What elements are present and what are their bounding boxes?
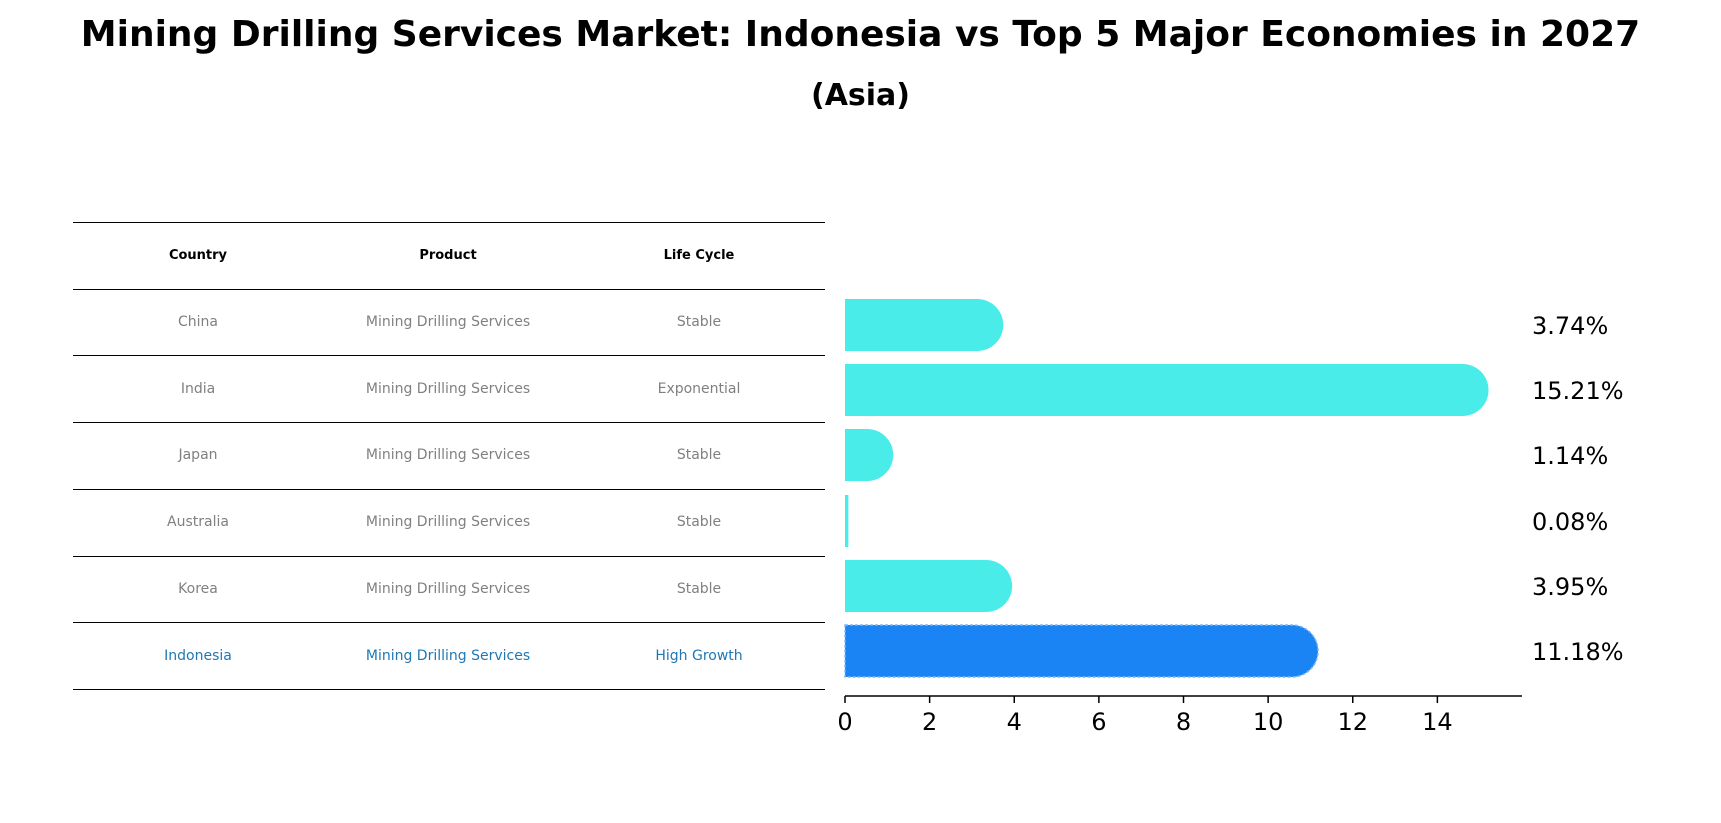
table-rule	[73, 355, 825, 357]
table-cell-country: Indonesia	[164, 647, 232, 664]
data-label-japan: 1.14%	[1532, 442, 1608, 470]
x-tick-label: 2	[922, 708, 937, 736]
table-cell-life-cycle: Stable	[676, 514, 722, 531]
table-cell-country: Australia	[167, 514, 229, 531]
table-cell-life-cycle: Exponential	[657, 380, 741, 397]
table-rule	[73, 488, 825, 490]
data-label-korea: 3.95%	[1532, 573, 1608, 601]
table-cell-life-cycle: Stable	[676, 314, 722, 331]
table-cell-country: Korea	[178, 580, 218, 597]
bar-japan	[845, 429, 894, 481]
x-tick-label: 8	[1176, 708, 1191, 736]
table-header-country: Country	[168, 247, 228, 263]
x-tick-label: 10	[1253, 708, 1284, 736]
x-tick-label: 6	[1091, 708, 1106, 736]
table-rule	[73, 688, 825, 690]
table-rule	[73, 422, 825, 424]
bar-australia	[845, 495, 849, 547]
table-rule	[73, 288, 825, 290]
chart-subtitle: (Asia)	[810, 78, 911, 113]
x-tick-label: 4	[1007, 708, 1022, 736]
table-rule	[73, 555, 825, 557]
table-cell-product: Mining Drilling Services	[365, 447, 531, 464]
data-label-china: 3.74%	[1532, 312, 1608, 340]
table-cell-country: China	[178, 314, 218, 331]
table-cell-life-cycle: Stable	[676, 580, 722, 597]
x-tick-label: 0	[837, 708, 852, 736]
table-rule	[73, 222, 825, 223]
table-cell-country: India	[180, 380, 216, 397]
table-cell-life-cycle: High Growth	[655, 647, 743, 664]
table-cell-country: Japan	[178, 447, 218, 464]
chart-title: Mining Drilling Services Market: Indones…	[80, 14, 1641, 55]
bar-india	[845, 364, 1489, 416]
table-cell-product: Mining Drilling Services	[365, 647, 531, 664]
data-label-australia: 0.08%	[1532, 508, 1608, 536]
x-tick-label: 14	[1422, 708, 1453, 736]
x-tick-label: 12	[1337, 708, 1368, 736]
table-cell-product: Mining Drilling Services	[365, 580, 531, 597]
bar-korea	[845, 560, 1013, 612]
data-label-indonesia: 11.18%	[1532, 638, 1624, 666]
table-cell-product: Mining Drilling Services	[365, 514, 531, 531]
bar-indonesia	[844, 624, 1319, 678]
table-header-life-cycle: Life Cycle	[663, 247, 735, 263]
table-cell-product: Mining Drilling Services	[365, 314, 531, 331]
table-cell-product: Mining Drilling Services	[365, 380, 531, 397]
table-rule	[73, 622, 825, 624]
table-header-product: Product	[419, 247, 477, 263]
bar-china	[845, 299, 1004, 351]
table-cell-life-cycle: Stable	[676, 447, 722, 464]
data-label-india: 15.21%	[1532, 377, 1624, 405]
